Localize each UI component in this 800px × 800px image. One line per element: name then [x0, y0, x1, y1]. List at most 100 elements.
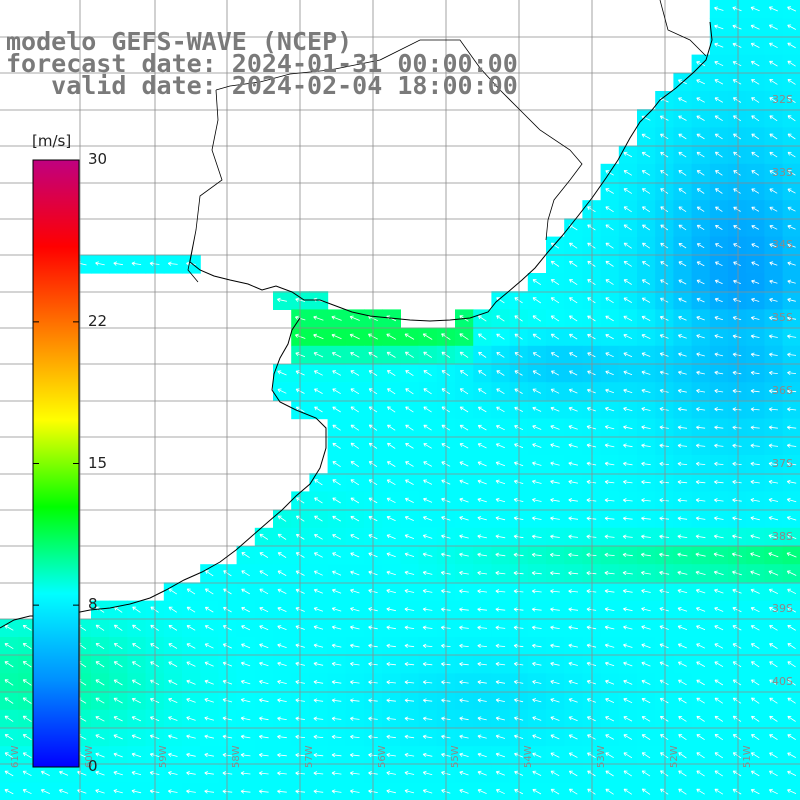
wind-arrow [22, 752, 32, 759]
wind-arrow [677, 479, 688, 485]
wind-arrow [477, 643, 487, 649]
wind-arrow [714, 788, 724, 795]
wind-arrow [222, 625, 232, 631]
wind-arrow [569, 333, 578, 340]
wind-arrow [240, 734, 251, 739]
wind-arrow [787, 588, 797, 595]
colorbar-unit: [m/s] [32, 132, 72, 150]
latitude-label: 37S [772, 457, 793, 470]
wind-arrow [95, 752, 105, 758]
wind-arrow [550, 752, 560, 758]
wind-arrow [386, 789, 396, 794]
wind-arrow [495, 625, 506, 630]
wind-arrow [641, 788, 651, 795]
wind-arrow [422, 789, 433, 794]
wind-arrow [641, 279, 651, 285]
wind-arrow [787, 188, 796, 194]
wind-arrow [605, 260, 614, 267]
wind-arrow [313, 352, 324, 358]
wind-arrow [4, 643, 14, 650]
wind-arrow [313, 698, 324, 703]
wind-cell [782, 218, 800, 238]
wind-arrow [459, 789, 469, 794]
wind-arrow [586, 679, 597, 685]
coastline-argentina [0, 317, 327, 629]
wind-arrow [787, 279, 796, 284]
wind-arrow [732, 643, 742, 649]
wind-arrow [459, 734, 469, 739]
wind-arrow [568, 461, 578, 466]
wind-arrow [623, 625, 633, 630]
wind-arrow [477, 770, 487, 776]
colorbar-tick-label: 22 [88, 311, 108, 330]
wind-arrow [732, 443, 742, 448]
wind-arrow [586, 643, 597, 648]
wind-arrow [769, 42, 778, 49]
wind-arrow [768, 570, 779, 576]
wind-arrow [386, 716, 396, 721]
wind-arrow [750, 479, 760, 485]
wind-arrow [132, 661, 141, 668]
longitude-label: 59W [158, 745, 169, 768]
wind-cell [400, 782, 420, 800]
wind-cell [491, 782, 511, 800]
wind-arrow [569, 242, 578, 249]
wind-arrow [113, 770, 123, 776]
wind-arrow [314, 406, 323, 413]
wind-arrow [259, 643, 269, 649]
wind-arrow [605, 698, 615, 703]
wind-arrow [732, 425, 742, 430]
wind-arrow [641, 625, 651, 630]
wind-arrow [495, 698, 505, 703]
wind-arrow [787, 789, 797, 794]
wind-arrow [715, 206, 723, 212]
wind-arrow [622, 589, 633, 594]
wind-arrow [787, 715, 796, 722]
wind-arrow [186, 606, 196, 613]
title-model: modelo GEFS-WAVE (NCEP) [6, 27, 353, 56]
wind-arrow [769, 279, 778, 284]
wind-cell [18, 782, 37, 800]
wind-arrow [132, 606, 141, 613]
wind-arrow [750, 788, 760, 795]
latitude-label: 35S [772, 311, 793, 324]
wind-arrow [495, 589, 506, 594]
wind-arrow [714, 643, 724, 649]
wind-arrow [605, 279, 614, 285]
wind-arrow [113, 697, 123, 704]
wind-arrow [623, 261, 632, 267]
wind-arrow [750, 316, 760, 321]
wind-arrow [77, 770, 87, 776]
wind-arrow [568, 752, 578, 758]
wind-arrow [623, 679, 633, 685]
wind-arrow [678, 788, 687, 795]
wind-arrow [131, 734, 142, 740]
wind-arrow [604, 516, 615, 521]
wind-arrow [787, 24, 796, 30]
wind-arrow [623, 443, 633, 448]
wind-arrow [113, 752, 123, 758]
wind-arrow [423, 424, 432, 431]
wind-arrow [641, 516, 651, 521]
wind-arrow [622, 498, 633, 503]
wind-arrow [477, 589, 488, 594]
wind-cell [782, 509, 800, 529]
wind-arrow [495, 570, 506, 576]
wind-arrow [586, 498, 597, 503]
wind-arrow [404, 643, 415, 649]
wind-arrow [532, 698, 542, 703]
wind-arrow [131, 697, 141, 704]
wind-cell [782, 637, 800, 656]
wind-arrow [732, 570, 742, 576]
wind-arrow [678, 170, 687, 176]
wind-arrow [386, 734, 396, 740]
wind-arrow [495, 424, 505, 431]
wind-cell [782, 0, 800, 19]
wind-arrow [386, 570, 396, 576]
coastline-uruguay-brazil [189, 21, 713, 322]
wind-arrow [532, 461, 542, 466]
wind-arrow [496, 388, 505, 395]
wind-arrow [350, 388, 360, 395]
wind-arrow [695, 552, 706, 557]
wind-arrow [313, 716, 324, 721]
